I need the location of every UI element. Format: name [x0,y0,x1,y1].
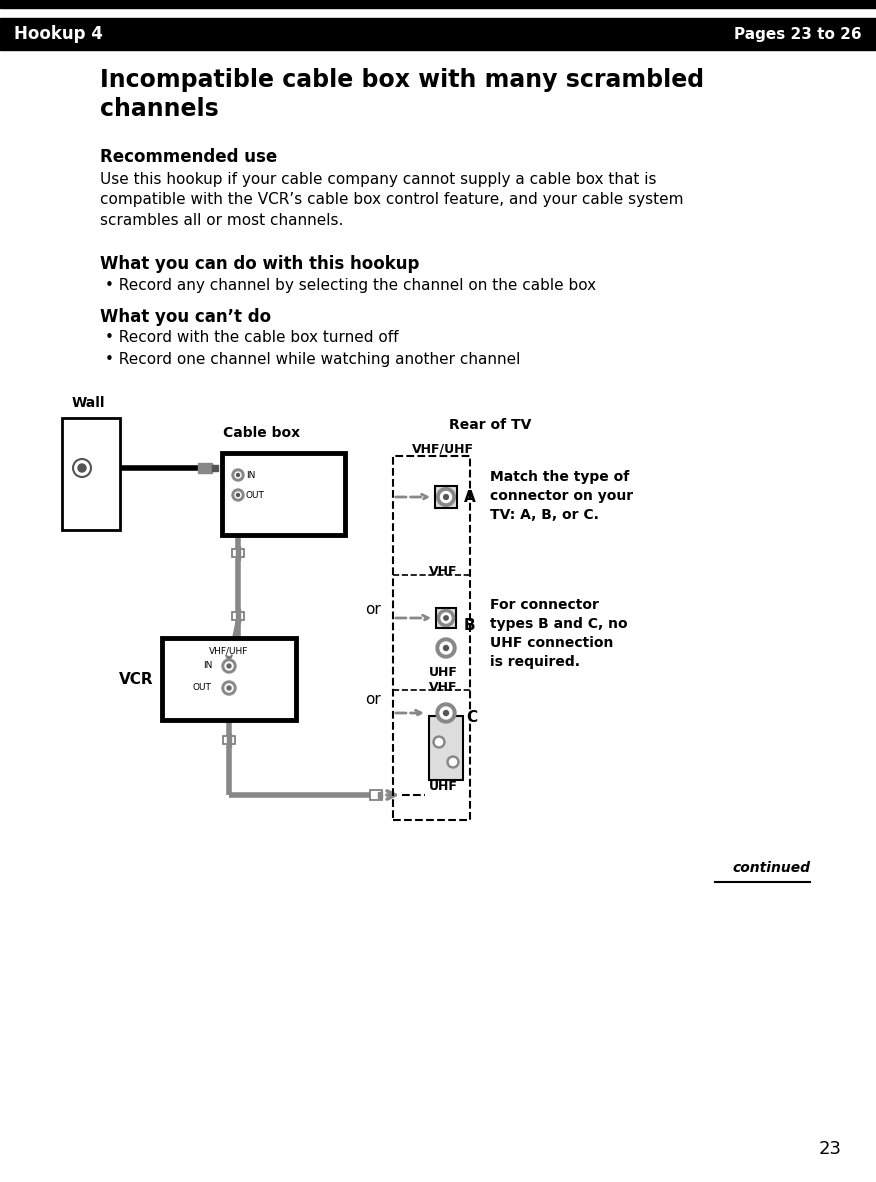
Bar [162,638,296,720]
Circle shape [440,707,452,719]
Circle shape [232,469,244,481]
Bar [232,548,244,557]
Circle shape [222,660,236,673]
Bar [232,612,244,621]
Circle shape [436,638,456,658]
Circle shape [433,736,445,748]
Text: Match the type of
connector on your
TV: A, B, or C.: Match the type of connector on your TV: … [490,470,633,522]
Circle shape [237,474,239,476]
Bar [0,18,876,50]
Text: Rear of TV: Rear of TV [449,418,531,431]
Text: What you can do with this hookup: What you can do with this hookup [100,255,420,273]
Text: or: or [365,603,381,617]
Text: VHF/UHF: VHF/UHF [412,443,474,456]
Text: VHF/UHF: VHF/UHF [209,647,249,656]
Text: • Record one channel while watching another channel: • Record one channel while watching anot… [105,352,520,366]
Circle shape [436,703,456,723]
Bar [236,609,240,623]
Bar [370,790,382,800]
Bar [222,453,345,535]
Text: Recommended use: Recommended use [100,148,277,165]
Text: 23: 23 [819,1139,842,1158]
Text: For connector
types B and C, no
UHF connection
is required.: For connector types B and C, no UHF conn… [490,598,627,669]
Bar [429,716,463,780]
Text: Pages 23 to 26: Pages 23 to 26 [734,26,862,41]
Bar [232,612,244,621]
Circle shape [441,613,451,623]
Text: • Record any channel by selecting the channel on the cable box: • Record any channel by selecting the ch… [105,278,597,293]
Text: or: or [365,693,381,708]
Text: Incompatible cable box with many scrambled
channels: Incompatible cable box with many scrambl… [100,69,704,121]
Bar [212,465,218,470]
Circle shape [222,681,236,695]
Bar [62,418,120,530]
Text: Hookup 4: Hookup 4 [14,25,102,43]
Circle shape [444,616,449,621]
Bar [236,546,240,560]
Bar [227,733,231,747]
Circle shape [235,472,241,478]
Text: IN: IN [246,470,256,480]
Text: B: B [464,618,476,634]
Circle shape [232,489,244,501]
Text: Wall: Wall [71,396,105,410]
Circle shape [443,710,449,715]
Bar [435,486,457,508]
Bar [198,463,212,473]
Text: continued: continued [732,860,810,875]
Text: Use this hookup if your cable company cannot supply a cable box that is
compatib: Use this hookup if your cable company ca… [100,173,683,228]
Text: IN: IN [203,662,213,670]
Circle shape [447,756,459,768]
Bar [370,790,382,800]
Circle shape [443,494,449,500]
Circle shape [73,459,91,478]
Circle shape [227,664,231,668]
Circle shape [441,492,451,502]
Circle shape [449,759,456,766]
Text: VHF: VHF [428,681,457,694]
Circle shape [443,645,449,650]
Text: C: C [466,710,477,726]
Circle shape [437,610,455,626]
Bar [223,736,235,743]
Bar [393,456,470,820]
Text: VCR: VCR [119,671,154,687]
Circle shape [225,662,233,670]
Circle shape [227,686,231,690]
Text: UHF: UHF [428,665,457,678]
Text: OUT: OUT [192,683,211,693]
Bar [436,608,456,628]
Text: UHF: UHF [428,780,457,793]
Circle shape [235,492,241,498]
Bar [232,548,244,557]
Circle shape [78,465,86,472]
Text: Cable box: Cable box [223,426,300,440]
Circle shape [435,739,442,746]
Text: A: A [464,489,476,505]
Circle shape [440,642,452,654]
Circle shape [225,684,233,691]
Bar [0,0,876,8]
Circle shape [237,494,239,496]
Bar [378,792,382,798]
Text: What you can’t do: What you can’t do [100,309,272,326]
Bar [223,736,235,743]
Text: • Record with the cable box turned off: • Record with the cable box turned off [105,330,399,345]
Text: VHF: VHF [428,565,457,578]
Text: OUT: OUT [246,491,265,500]
Circle shape [436,488,456,506]
